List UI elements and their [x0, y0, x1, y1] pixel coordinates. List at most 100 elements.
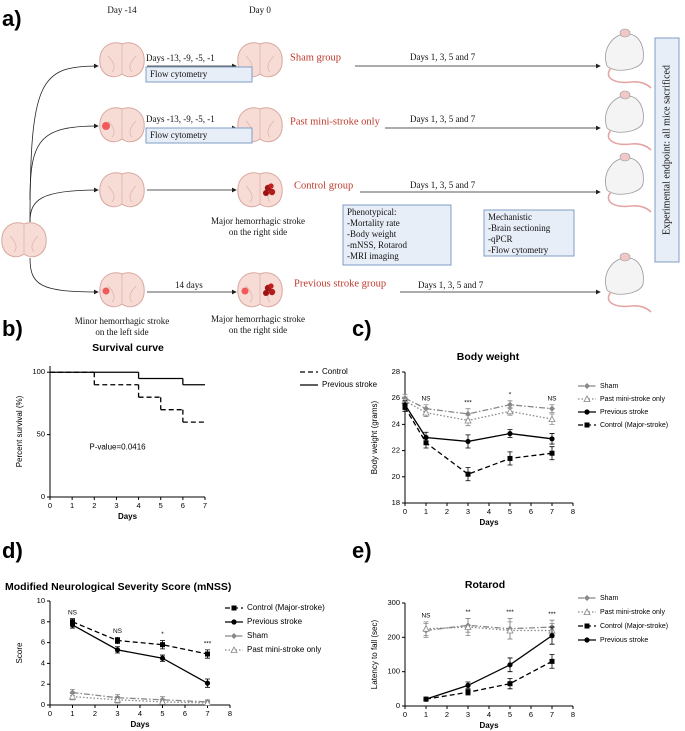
group-label: Control group — [294, 180, 353, 191]
box — [145, 127, 253, 144]
stroke-note: on the right side — [229, 227, 287, 237]
series-line — [72, 621, 208, 655]
marker — [205, 651, 210, 657]
marker — [584, 623, 590, 629]
sampling-days: Days -13, -9, -5, -1 — [146, 53, 215, 63]
marker — [158, 698, 167, 705]
x-tick-label: 5 — [508, 710, 512, 719]
marker — [584, 637, 590, 643]
legend-label: Previous stroke — [600, 409, 648, 416]
sampling-days: Days -13, -9, -5, -1 — [146, 114, 215, 124]
box — [342, 204, 452, 266]
chart-panel: d) Modified Neurological Severity Score (… — [2, 538, 325, 729]
legend-label: Control (Major-stroke) — [600, 422, 668, 429]
x-tick-label: 5 — [159, 501, 163, 510]
legend-label: Sham — [600, 595, 618, 602]
group-label: Previous stroke group — [294, 278, 386, 289]
x-tick-label: 1 — [70, 501, 74, 510]
marker — [584, 595, 590, 601]
box-text: -Mortality rate — [347, 218, 400, 228]
marker — [231, 605, 237, 611]
legend-label: Previous stroke — [322, 380, 378, 389]
x-axis-label: Days — [479, 721, 499, 730]
legend-label: Previous stroke — [247, 617, 303, 626]
x-tick-label: 3 — [466, 507, 470, 516]
series-line — [425, 624, 553, 632]
x-axis-label: Days — [118, 512, 138, 521]
marker — [69, 689, 76, 696]
mouse-icon — [604, 28, 652, 89]
series-line — [72, 624, 208, 684]
marker — [114, 647, 121, 653]
follow-up: Days 1, 3, 5 and 7 — [410, 114, 476, 124]
y-axis-label: Percent survival (%) — [15, 395, 24, 467]
significance-label: NS — [113, 628, 123, 635]
x-tick-label: 5 — [160, 709, 164, 718]
legend-label: Past mini-stroke only — [600, 609, 665, 616]
x-tick-label: 7 — [203, 501, 207, 510]
y-axis-label: Latency to fall (sec) — [370, 619, 379, 689]
series-line — [72, 696, 208, 704]
x-tick-label: 3 — [466, 710, 470, 719]
marker — [465, 689, 471, 695]
box-text: -Brain sectioning — [488, 223, 551, 233]
marker — [465, 438, 471, 445]
box — [654, 37, 680, 263]
panel-label: a) — [2, 6, 22, 31]
marker — [583, 395, 591, 402]
marker — [507, 401, 513, 408]
y-axis-label: Body weight (grams) — [370, 400, 379, 474]
x-tick-label: 4 — [138, 709, 142, 718]
follow-up: Days 1, 3, 5 and 7 — [418, 280, 484, 290]
connector — [29, 257, 99, 295]
brain-icon — [237, 172, 283, 208]
mouse-icon — [604, 252, 652, 313]
chart-panel: b) Survival curve 0 50 100 0 1 2 3 4 5 6 7 Days Percen… — [2, 316, 378, 521]
day-label: Day 0 — [249, 5, 271, 15]
x-tick-label: 6 — [529, 507, 533, 516]
annotation: P-value=0.0416 — [89, 442, 146, 451]
legend-label: Past mini-stroke only — [600, 396, 665, 403]
marker — [465, 471, 471, 477]
x-tick-label: 6 — [183, 709, 187, 718]
marker — [584, 409, 590, 415]
lesion — [102, 122, 110, 130]
significance-label: ** — [465, 609, 471, 616]
y-tick-label: 6 — [41, 638, 45, 647]
x-tick-label: 7 — [205, 709, 209, 718]
y-tick-label: 100 — [32, 367, 45, 376]
significance-label: NS — [68, 609, 78, 616]
x-tick-label: 4 — [136, 501, 140, 510]
panel-label: d) — [2, 538, 23, 563]
chart-title: Rotarod — [465, 579, 505, 591]
marker — [507, 455, 513, 461]
x-tick-label: 0 — [48, 709, 52, 718]
follow-up: Days 1, 3, 5 and 7 — [410, 180, 476, 190]
marker — [203, 699, 212, 706]
marker — [507, 662, 513, 668]
lesion — [241, 287, 249, 295]
y-tick-label: 200 — [387, 632, 400, 641]
marker — [549, 450, 555, 456]
lesion — [102, 287, 110, 295]
marker — [584, 422, 590, 428]
x-tick-label: 3 — [115, 709, 119, 718]
chart-title: Body weight — [457, 351, 520, 363]
chart-panel: e) Rotarod 0 100 200 300 0 1 2 3 4 5 6 7 8 Days Latency … — [352, 538, 668, 730]
y-tick-label: 0 — [41, 700, 45, 709]
box-text: -MRI imaging — [347, 251, 399, 261]
panel-label: c) — [352, 316, 372, 341]
marker — [549, 658, 555, 664]
y-tick-label: 2 — [41, 679, 45, 688]
y-tick-label: 24 — [392, 419, 400, 428]
x-axis-label: Days — [130, 720, 150, 729]
chart-title: Survival curve — [92, 342, 164, 354]
significance-label: *** — [464, 399, 472, 406]
marker — [464, 416, 472, 424]
x-tick-label: 3 — [114, 501, 118, 510]
brain-icon — [99, 42, 145, 78]
x-tick-label: 1 — [424, 507, 428, 516]
y-tick-label: 20 — [392, 472, 400, 481]
marker — [159, 655, 166, 661]
